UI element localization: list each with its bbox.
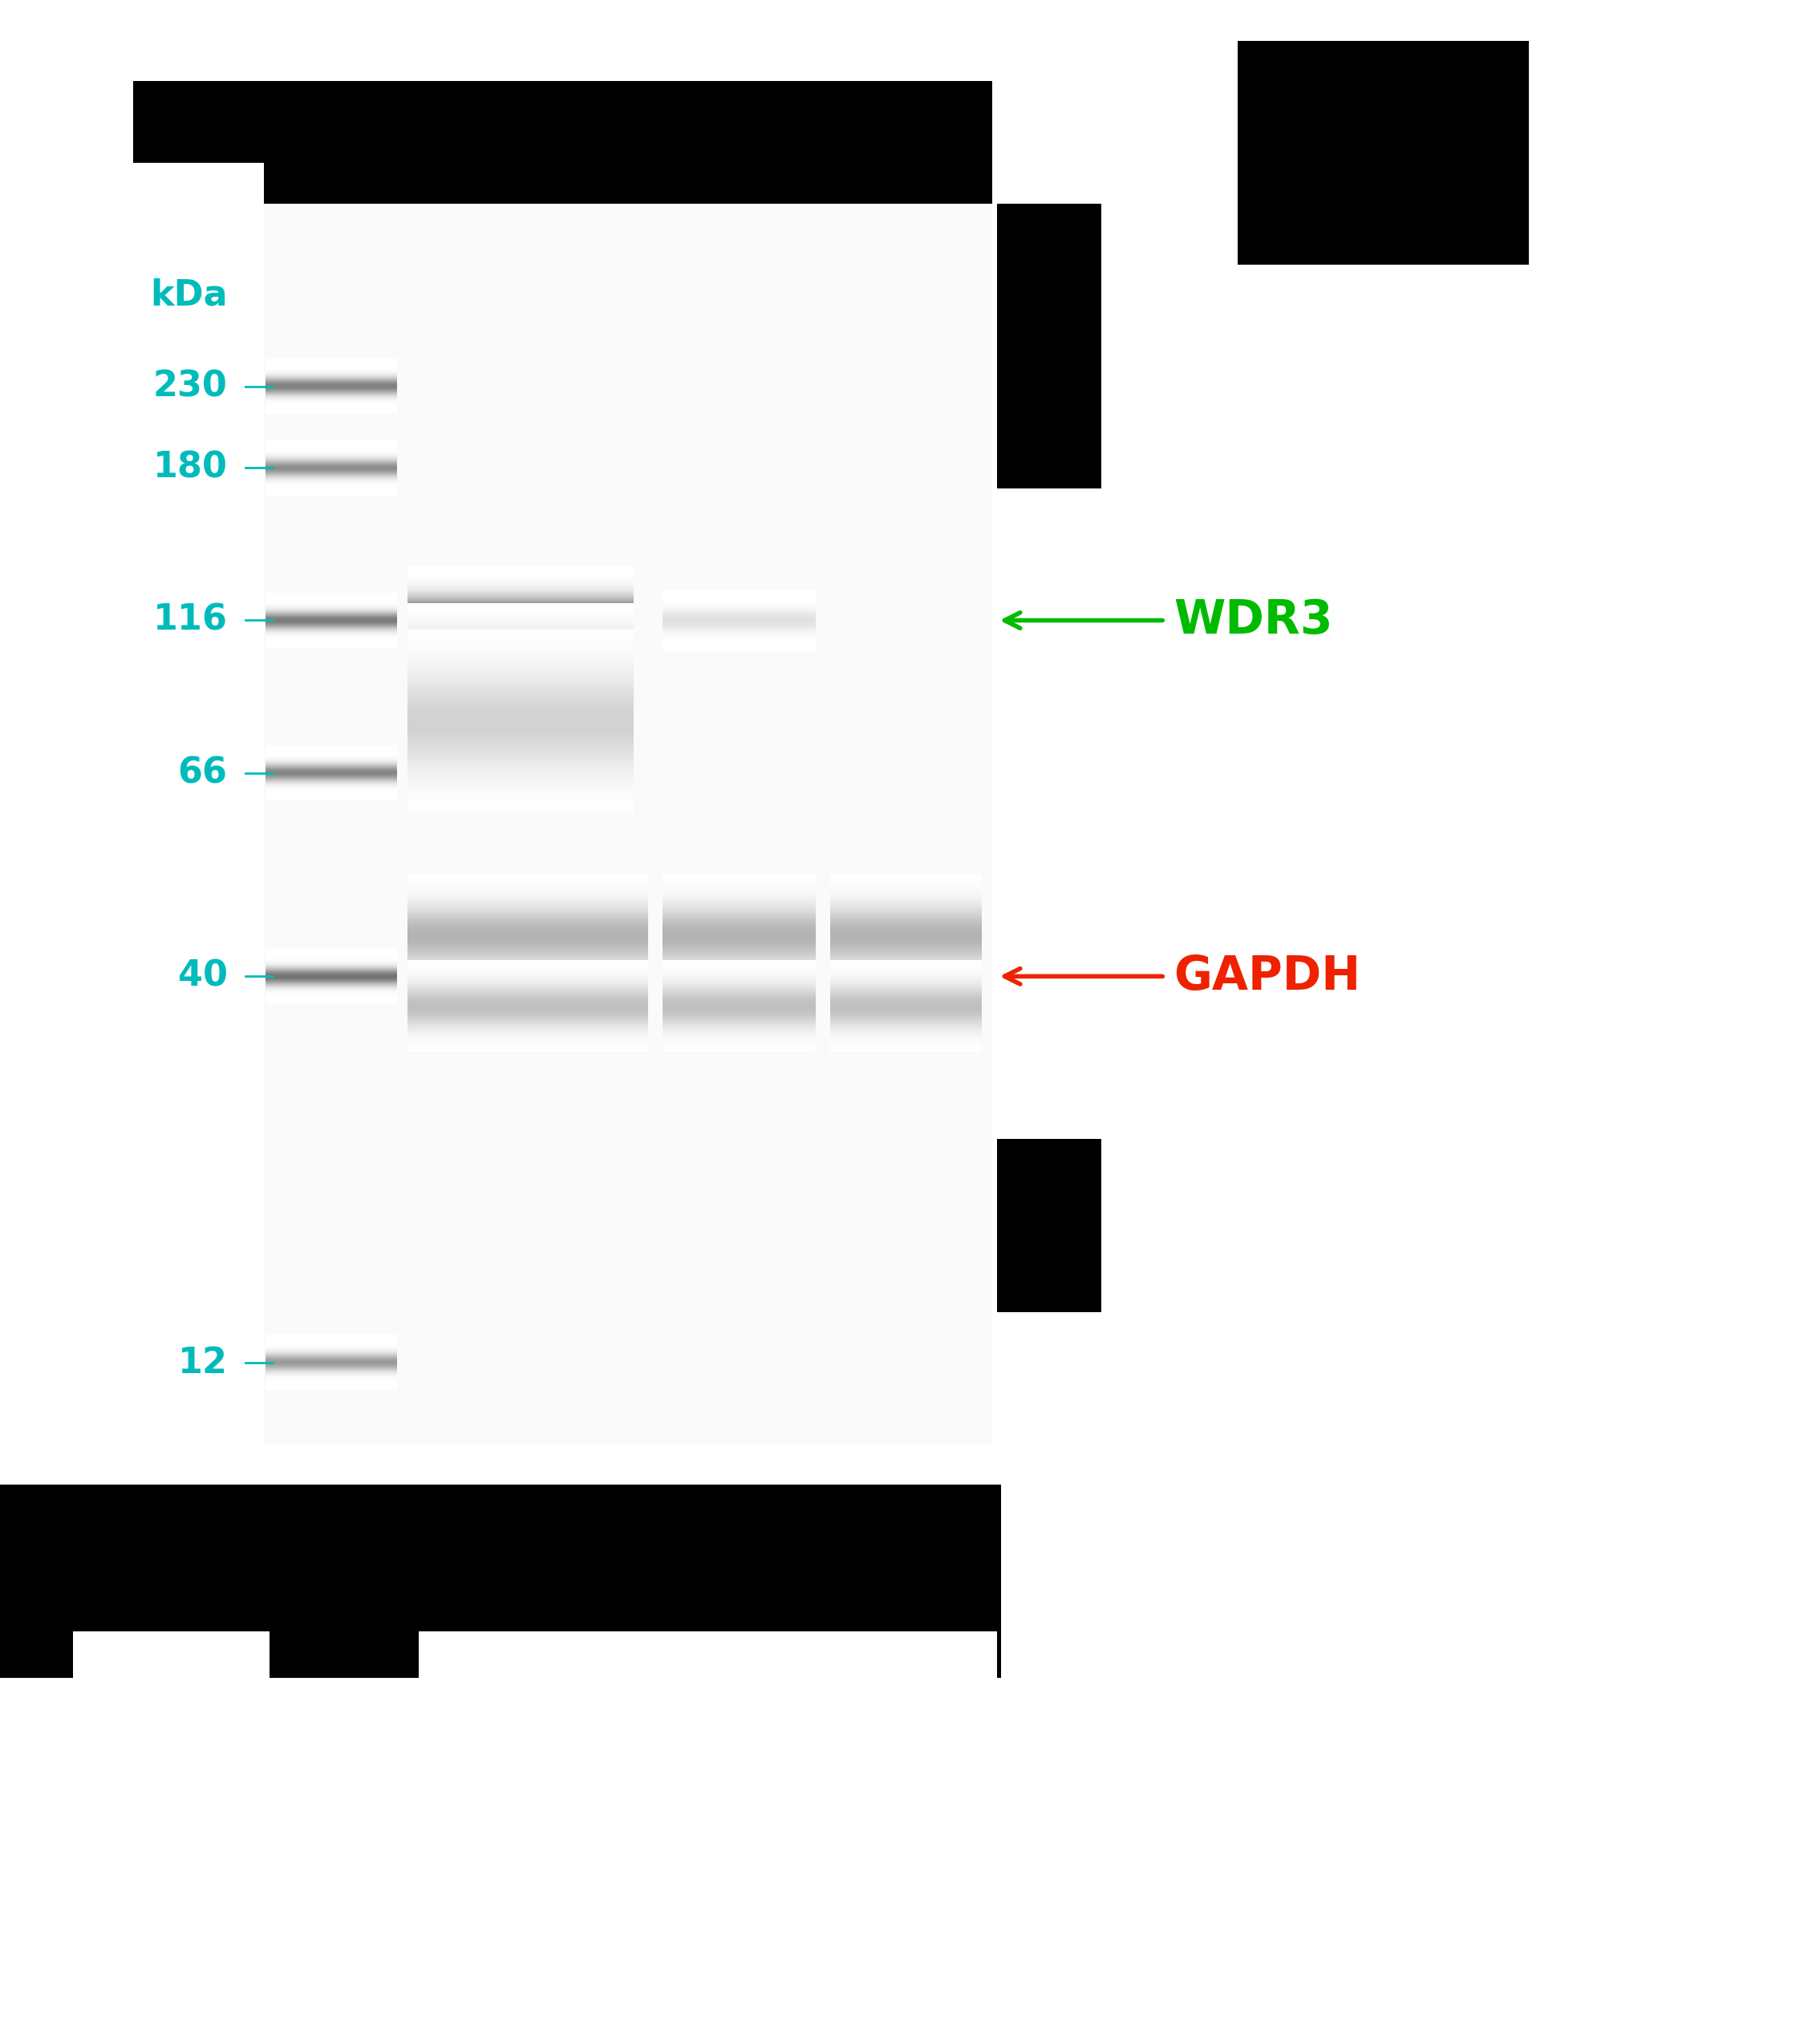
Text: 180: 180 xyxy=(153,452,228,484)
Text: 40: 40 xyxy=(178,960,228,993)
Text: WDR3: WDR3 xyxy=(1174,598,1332,643)
Bar xyxy=(0,1485,1001,1678)
Bar xyxy=(1238,41,1529,264)
Text: 116: 116 xyxy=(153,604,228,637)
Bar xyxy=(997,203,1101,488)
Bar xyxy=(73,1631,269,1684)
Bar xyxy=(133,81,264,163)
Text: 66: 66 xyxy=(178,757,228,789)
Text: 12: 12 xyxy=(178,1347,228,1379)
Bar xyxy=(419,1631,997,1684)
Bar xyxy=(264,203,992,1444)
Bar xyxy=(997,1139,1101,1312)
Bar xyxy=(264,81,992,203)
Text: 230: 230 xyxy=(153,370,228,403)
Text: GAPDH: GAPDH xyxy=(1174,954,1361,999)
Text: kDa: kDa xyxy=(149,279,228,311)
